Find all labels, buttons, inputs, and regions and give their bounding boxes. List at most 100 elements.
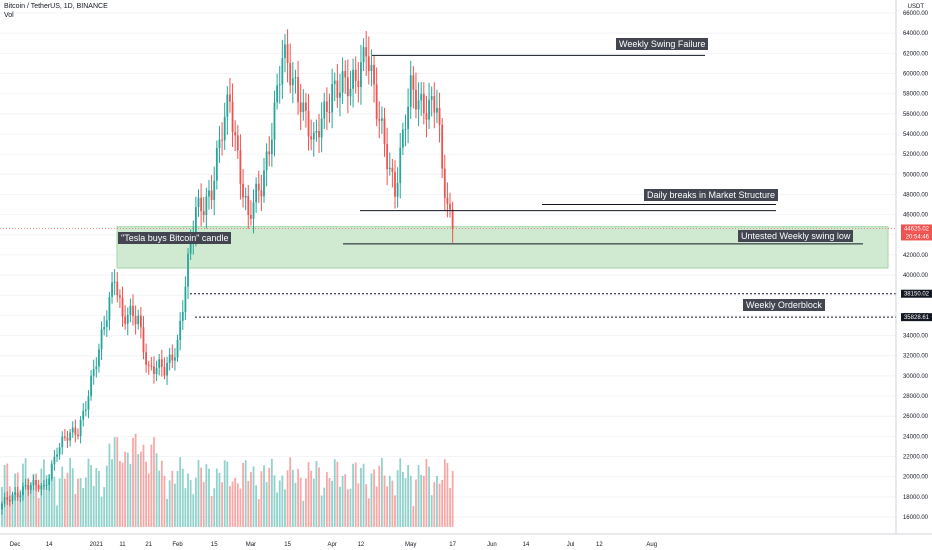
candle-body (50, 464, 53, 479)
price-tick-label: 60000.00 (903, 71, 929, 77)
candle-body (365, 47, 368, 57)
volume-bar (153, 436, 155, 527)
volume-bar (420, 474, 423, 527)
time-tick-label: 14 (523, 542, 530, 548)
volume-bar (291, 469, 294, 527)
volume-bar (286, 470, 289, 527)
volume-bar (328, 478, 331, 527)
price-tick-label: 48000.00 (903, 192, 929, 198)
candle-body (289, 63, 292, 86)
current-price-badge-bg (901, 224, 932, 233)
volume-bar (399, 458, 402, 527)
volume-bar (404, 478, 407, 527)
volume-bar (155, 453, 158, 527)
candle-body (325, 101, 328, 112)
candle-body (352, 69, 354, 89)
candle-body (331, 84, 334, 113)
volume-bar (160, 460, 163, 527)
volume-bar (441, 480, 444, 527)
volume-bar (386, 486, 389, 527)
countdown-badge: 20:54:46 (906, 234, 930, 240)
candle-body (111, 282, 113, 297)
volume-bar (247, 480, 250, 527)
candle-body (357, 80, 360, 88)
candle-body (171, 354, 174, 361)
orderblock-high-badge: 38150.02 (904, 292, 930, 298)
price-axis-unit: USDT (908, 4, 925, 10)
candle-body (449, 203, 451, 210)
volume-bar (45, 475, 48, 527)
candle-body (407, 106, 409, 130)
candle-body (391, 167, 394, 172)
volume-bar (179, 457, 182, 527)
candle-body (344, 71, 347, 78)
volume-bar (48, 474, 51, 527)
candle-body (297, 77, 299, 103)
candle-body (299, 102, 302, 112)
volume-bar (100, 496, 103, 527)
chart-header: Bitcoin / TetherUS, 1D, BINANCE Vol (4, 2, 108, 20)
candle-body (370, 64, 373, 72)
price-tick-label: 28000.00 (903, 394, 929, 400)
volume-bar (61, 466, 64, 527)
candle-body (339, 92, 341, 98)
candle-body (129, 305, 132, 315)
volume-bar (273, 475, 276, 527)
orderblock-low-badge: 35828.61 (904, 315, 930, 321)
candle-body (48, 478, 51, 485)
candle-body (147, 364, 150, 366)
volume-bar (113, 437, 116, 527)
candle-body (155, 367, 158, 375)
volume-bar (105, 465, 108, 527)
price-tick-label: 46000.00 (903, 213, 929, 219)
candle-body (263, 170, 265, 197)
candle-body (19, 495, 22, 498)
volume-bar (430, 495, 433, 527)
current-price-badge: 44625.02 (904, 226, 930, 232)
candle-body (3, 497, 6, 504)
candle-body (22, 486, 24, 496)
candle-body (409, 75, 412, 107)
volume-bar (119, 461, 121, 527)
volume-bar (147, 473, 150, 527)
candle-body (252, 202, 255, 219)
volume-bar (197, 459, 200, 527)
candle-body (270, 139, 273, 155)
candle-body (63, 436, 66, 438)
volume-bar (449, 487, 451, 527)
candle-body (121, 297, 124, 317)
candle-body (150, 365, 153, 367)
volume-bar (305, 478, 307, 527)
candle-body (213, 180, 216, 200)
candle-body (37, 484, 40, 490)
candle-body (294, 77, 297, 79)
volume-bar (108, 443, 111, 527)
volume-bar (354, 462, 357, 527)
weekly-orderblock-label: Weekly Orderblock (743, 299, 825, 311)
candle-body (187, 253, 189, 287)
candle-body (276, 85, 278, 103)
volume-bar (98, 470, 100, 527)
candle-body (84, 409, 87, 411)
candle-body (396, 183, 399, 197)
volume-bar (373, 469, 375, 527)
candle-body (168, 354, 171, 363)
volume-bar (270, 458, 273, 527)
volume-bar (422, 475, 425, 527)
candle-body (388, 167, 391, 170)
volume-bar (223, 460, 226, 527)
candle-body (103, 326, 106, 330)
volume-bar (176, 471, 179, 527)
volume-bar (71, 468, 74, 527)
candle-body (438, 107, 441, 125)
candle-body (441, 124, 444, 169)
volume-bar (126, 452, 129, 527)
candle-body (119, 295, 121, 298)
candle-body (425, 113, 428, 120)
candle-body (378, 119, 381, 121)
candle-body (174, 357, 176, 361)
volume-bar (333, 459, 336, 527)
candle-body (278, 84, 281, 86)
volume-bar (174, 483, 176, 527)
